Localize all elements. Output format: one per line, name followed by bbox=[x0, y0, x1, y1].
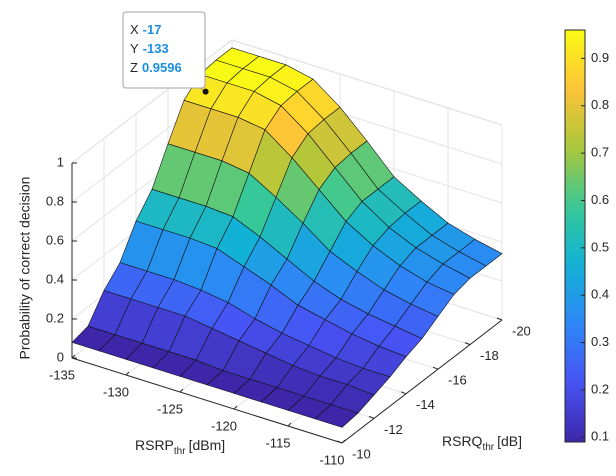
x-tick-label: -20 bbox=[512, 323, 531, 338]
colorbar-tick-label: 0.2 bbox=[591, 381, 609, 396]
colorbar: 0.1 0.2 0.3 0.4 0.5 0.6 0.7 0.8 0.9 bbox=[564, 29, 609, 444]
surface bbox=[71, 47, 503, 428]
label-main: RSRQ bbox=[442, 433, 483, 449]
tick-mark bbox=[464, 342, 471, 346]
datatip-box bbox=[122, 11, 206, 89]
z-axis-label: Probability of correct decision bbox=[17, 177, 33, 360]
datatip-value: -17 bbox=[143, 22, 162, 37]
label-main: RSRP bbox=[135, 437, 174, 453]
y-axis-label: RSRPthr [dBm] bbox=[135, 437, 225, 457]
colorbar-tick-label: 0.9 bbox=[591, 50, 609, 65]
y-tick-label: -135 bbox=[49, 367, 75, 382]
colorbar-tick-label: 0.5 bbox=[591, 239, 609, 254]
y-tick-label: -130 bbox=[103, 384, 129, 399]
tick-mark bbox=[368, 415, 375, 419]
z-tick-label: 0.2 bbox=[46, 310, 64, 325]
colorbar-tick-label: 0.8 bbox=[591, 97, 609, 112]
tick-mark bbox=[336, 440, 343, 444]
tick-mark bbox=[341, 439, 346, 444]
axis-line bbox=[71, 357, 343, 444]
datatip-value: -133 bbox=[143, 41, 169, 56]
colorbar-tick-label: 0.6 bbox=[591, 192, 609, 207]
tick-mark bbox=[287, 422, 292, 427]
x-tick-label: -18 bbox=[480, 348, 499, 363]
tick-mark bbox=[496, 317, 503, 321]
colorbar-scale bbox=[564, 29, 586, 443]
x-tick-label: -10 bbox=[352, 446, 371, 461]
surface-patch bbox=[314, 404, 359, 428]
z-tick-label: 0.6 bbox=[46, 232, 64, 247]
datatip-marker bbox=[202, 88, 209, 95]
z-tick-label: 1 bbox=[57, 154, 64, 169]
datatip-label: Y bbox=[130, 41, 139, 56]
datatip-label: Z bbox=[130, 60, 138, 75]
z-tick-label: 0.8 bbox=[46, 193, 64, 208]
y-tick-label: -115 bbox=[265, 435, 290, 450]
datatip-value: 0.9596 bbox=[142, 60, 182, 75]
datatip-label: X bbox=[130, 22, 139, 37]
tick-mark bbox=[432, 366, 439, 370]
datatip-row: Z 0.9596 bbox=[130, 60, 182, 75]
label-sub: thr bbox=[482, 442, 494, 453]
tick-mark bbox=[179, 388, 184, 393]
y-tick-label: -120 bbox=[211, 418, 237, 433]
label-unit: [dB] bbox=[497, 433, 522, 449]
datatip[interactable]: X -17 Y -133 Z 0.9596 bbox=[122, 11, 209, 95]
y-tick-label: -110 bbox=[319, 452, 344, 467]
tick-mark bbox=[125, 371, 130, 376]
z-tick-label: 0 bbox=[57, 349, 64, 364]
axis-line bbox=[341, 319, 503, 444]
x-tick-label: -12 bbox=[384, 422, 403, 437]
label-sub: thr bbox=[174, 446, 186, 457]
tick-mark bbox=[400, 391, 407, 395]
z-tick-label: 0.4 bbox=[46, 271, 64, 286]
y-tick-label: -125 bbox=[157, 401, 183, 416]
x-axis-label: RSRQthr [dB] bbox=[442, 433, 522, 453]
datatip-row: X -17 bbox=[130, 22, 161, 37]
x-tick-label: -14 bbox=[416, 397, 435, 412]
x-tick-label: -16 bbox=[448, 373, 467, 388]
colorbar-tick-label: 0.3 bbox=[591, 334, 609, 349]
label-unit: [dBm] bbox=[189, 437, 226, 453]
tick-mark bbox=[71, 354, 76, 359]
colorbar-tick-label: 0.7 bbox=[591, 145, 609, 160]
colorbar-tick-label: 0.1 bbox=[591, 429, 609, 444]
colorbar-tick-label: 0.4 bbox=[591, 287, 609, 302]
datatip-row: Y -133 bbox=[130, 41, 169, 56]
grid-line bbox=[231, 39, 503, 126]
axes: 0 0.2 0.4 0.6 0.8 1 -135 -130 -125 -120 -115 -110 -1… bbox=[46, 154, 531, 467]
tick-mark bbox=[233, 405, 238, 410]
